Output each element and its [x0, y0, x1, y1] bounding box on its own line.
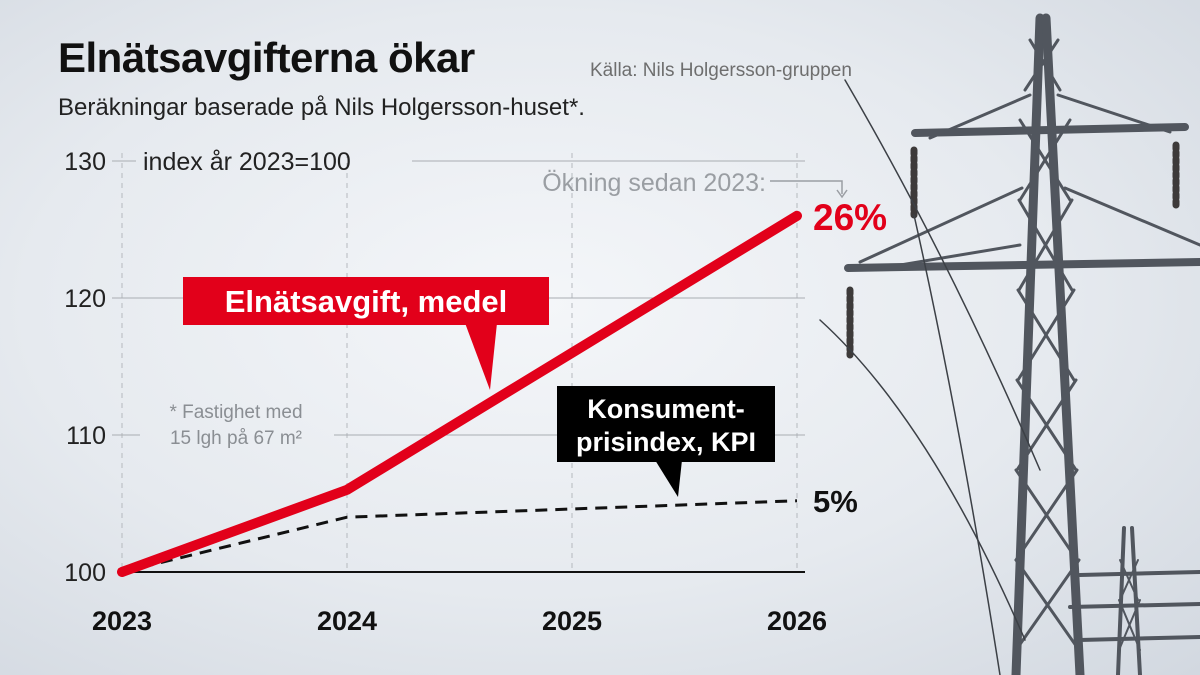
kpi-callout-box	[557, 386, 775, 462]
x-tick-label: 2024	[317, 606, 377, 636]
kpi-callout-pointer	[655, 460, 682, 497]
chart-subtitle: Beräkningar baserade på Nils Holgersson-…	[58, 94, 585, 121]
footnote-line: 15 lgh på 67 m²	[170, 428, 302, 449]
series-elnat-line	[117, 210, 802, 577]
footnote-line: * Fastighet med	[169, 402, 302, 423]
kpi-callout-label: prisindex, KPI	[576, 427, 756, 457]
increase-arrowhead	[836, 189, 848, 199]
increase-arrow	[770, 180, 843, 194]
x-tick-label: 2023	[92, 606, 152, 636]
chart-source: Källa: Nils Holgersson-gruppen	[590, 60, 852, 81]
y-tick-label: 130	[64, 148, 106, 176]
y-axis-label: index år 2023=100	[143, 148, 351, 176]
increase-annotation: Ökning sedan 2023:	[542, 169, 766, 197]
series-elnat-end-label: 26%	[813, 197, 887, 238]
x-tick-label: 2026	[767, 606, 827, 636]
chart-title: Elnätsavgifterna ökar	[58, 34, 475, 81]
elnat-callout-box	[183, 277, 549, 325]
elnat-callout-label: Elnätsavgift, medel	[225, 284, 508, 319]
series-kpi-end-label: 5%	[813, 484, 858, 519]
y-tick-label: 110	[66, 422, 106, 450]
power-pylon-illustration	[819, 13, 1200, 675]
line-chart: 100 110 120 130 index år 2023=100 2023 2024 202…	[64, 148, 887, 636]
y-tick-label: 120	[64, 285, 106, 313]
kpi-callout-label: Konsument-	[587, 394, 745, 424]
elnat-callout-pointer	[465, 323, 497, 390]
y-tick-label: 100	[64, 559, 106, 587]
x-tick-label: 2025	[542, 606, 602, 636]
series-kpi-line	[121, 499, 798, 574]
